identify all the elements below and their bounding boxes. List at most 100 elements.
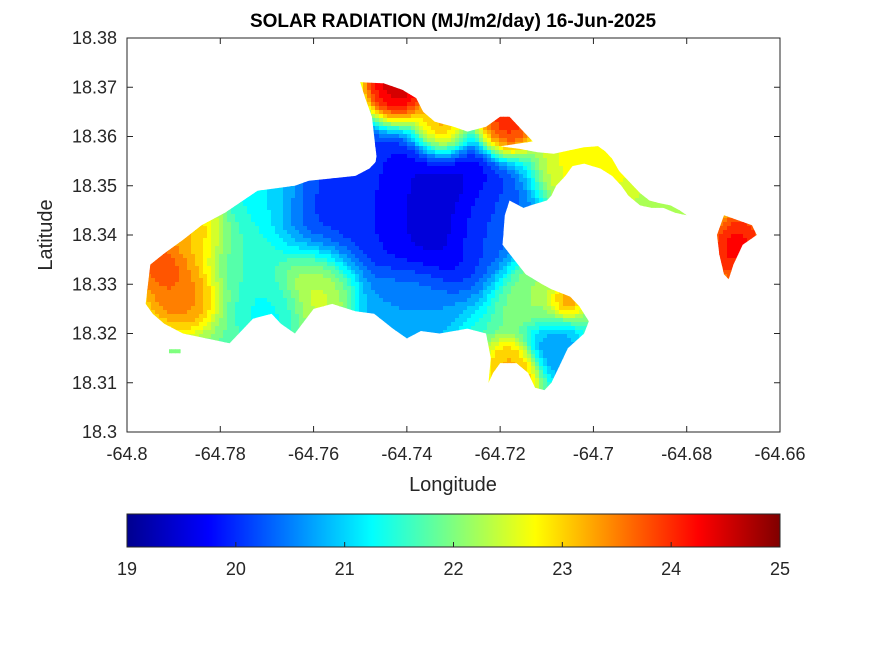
- field-cell: [391, 130, 396, 135]
- field-cell: [395, 118, 400, 123]
- field-cell: [375, 114, 380, 119]
- field-cell: [367, 94, 372, 99]
- field-cell: [383, 102, 388, 107]
- field-cell: [427, 122, 432, 127]
- field-cell: [435, 154, 440, 159]
- field-cell: [395, 146, 400, 151]
- field-cell: [459, 146, 464, 151]
- field-cell: [507, 118, 512, 123]
- field-cell: [467, 146, 472, 151]
- field-cell: [603, 154, 608, 159]
- field-cell: [487, 126, 492, 131]
- field-cell: [483, 142, 488, 147]
- field-cell: [371, 118, 376, 123]
- field-cell: [371, 82, 376, 87]
- field-cell: [507, 130, 512, 135]
- field-cell: [375, 98, 380, 103]
- field-cell: [383, 114, 388, 119]
- field-cell: [475, 130, 480, 135]
- field-cell: [387, 134, 392, 139]
- field-cell: [379, 86, 384, 91]
- field-cell: [455, 146, 460, 151]
- field-cell: [443, 126, 448, 131]
- field-cell: [399, 90, 404, 95]
- field-cell: [471, 134, 476, 139]
- field-cell: [499, 146, 504, 151]
- field-cell: [439, 122, 444, 127]
- field-cell: [503, 118, 508, 123]
- field-cell: [583, 154, 588, 159]
- field-cell: [535, 154, 540, 159]
- field-cell: [587, 146, 592, 151]
- field-cell: [455, 142, 460, 147]
- field-cell: [591, 154, 596, 159]
- field-cell: [443, 154, 448, 159]
- field-cell: [407, 114, 412, 119]
- field-cell: [483, 146, 488, 151]
- field-cell: [471, 130, 476, 135]
- field-cell: [391, 90, 396, 95]
- field-cell: [387, 122, 392, 127]
- field-cell: [595, 146, 600, 151]
- field-cell: [375, 86, 380, 91]
- field-cell: [379, 122, 384, 127]
- field-cell: [383, 110, 388, 115]
- field-cell: [431, 142, 436, 147]
- field-cell: [415, 142, 420, 147]
- field-cell: [383, 90, 388, 95]
- field-cell: [391, 86, 396, 91]
- field-cell: [395, 130, 400, 135]
- field-cell: [391, 106, 396, 111]
- field-cell: [507, 154, 512, 159]
- field-cell: [451, 154, 456, 159]
- field-cell: [475, 154, 480, 159]
- field-cell: [403, 102, 408, 107]
- field-cell: [511, 142, 516, 147]
- field-cell: [383, 138, 388, 143]
- field-cell: [463, 150, 468, 155]
- field-cell: [515, 126, 520, 131]
- field-cell: [399, 134, 404, 139]
- field-cell: [595, 150, 600, 155]
- field-cell: [383, 98, 388, 103]
- field-cell: [375, 134, 380, 139]
- field-cell: [379, 102, 384, 107]
- field-cell: [387, 130, 392, 135]
- field-cell: [415, 158, 420, 163]
- field-cell: [387, 126, 392, 131]
- field-cell: [371, 110, 376, 115]
- field-cell: [383, 154, 388, 159]
- field-cell: [367, 102, 372, 107]
- field-cell: [387, 146, 392, 151]
- field-cell: [511, 130, 516, 135]
- field-cell: [363, 86, 368, 91]
- field-cell: [423, 122, 428, 127]
- field-cell: [503, 154, 508, 159]
- field-cell: [515, 138, 520, 143]
- field-cell: [607, 154, 612, 159]
- field-cell: [507, 122, 512, 127]
- field-cell: [471, 142, 476, 147]
- field-cell: [403, 118, 408, 123]
- field-cell: [495, 142, 500, 147]
- field-cell: [395, 98, 400, 103]
- field-cell: [387, 106, 392, 111]
- field-cell: [379, 150, 384, 155]
- field-cell: [375, 106, 380, 111]
- field-cell: [439, 130, 444, 135]
- field-cell: [407, 142, 412, 147]
- field-cell: [435, 150, 440, 155]
- field-cell: [439, 154, 444, 159]
- field-cell: [507, 138, 512, 143]
- field-cell: [479, 126, 484, 131]
- field-cell: [391, 142, 396, 147]
- field-cell: [383, 146, 388, 151]
- field-cell: [387, 90, 392, 95]
- field-cell: [435, 138, 440, 143]
- field-cell: [463, 138, 468, 143]
- field-cell: [447, 134, 452, 139]
- field-cell: [427, 118, 432, 123]
- field-cell: [415, 138, 420, 143]
- field-cell: [451, 134, 456, 139]
- field-cell: [511, 138, 516, 143]
